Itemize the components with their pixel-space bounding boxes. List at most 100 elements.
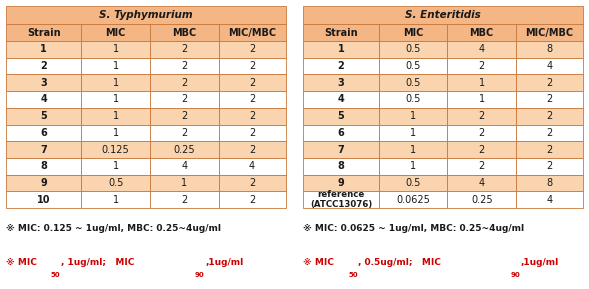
Text: MIC/MBC: MIC/MBC — [525, 28, 574, 38]
Bar — [516, 58, 583, 74]
Text: 4: 4 — [249, 161, 255, 171]
Text: 3: 3 — [337, 78, 345, 88]
Bar — [448, 58, 516, 74]
Text: 2: 2 — [547, 144, 552, 155]
Text: 2: 2 — [479, 128, 485, 138]
Text: 6: 6 — [40, 128, 47, 138]
Text: 2: 2 — [40, 61, 47, 71]
Bar — [81, 74, 150, 91]
Text: 50: 50 — [51, 272, 60, 278]
Text: 8: 8 — [40, 161, 47, 171]
Bar — [303, 6, 583, 24]
Text: ※ MIC: ※ MIC — [303, 258, 334, 267]
Bar — [81, 158, 150, 175]
Bar — [219, 24, 286, 41]
Text: MIC/MBC: MIC/MBC — [228, 28, 276, 38]
Bar — [516, 91, 583, 108]
Text: 2: 2 — [249, 111, 255, 121]
Text: 1: 1 — [112, 61, 119, 71]
Text: 2: 2 — [181, 111, 187, 121]
Bar — [516, 74, 583, 91]
Bar — [81, 175, 150, 191]
Bar — [6, 58, 81, 74]
Bar — [448, 125, 516, 141]
Text: 0.5: 0.5 — [405, 78, 421, 88]
Text: 2: 2 — [479, 111, 485, 121]
Bar — [303, 125, 379, 141]
Bar — [379, 141, 448, 158]
Text: MBC: MBC — [172, 28, 196, 38]
Text: 4: 4 — [40, 95, 47, 104]
Text: 4: 4 — [547, 195, 552, 205]
Text: 4: 4 — [181, 161, 187, 171]
Bar — [150, 24, 219, 41]
Bar — [81, 141, 150, 158]
Bar — [6, 24, 81, 41]
Text: , 1ug/ml;   MIC: , 1ug/ml; MIC — [61, 258, 134, 267]
Bar — [303, 24, 379, 41]
Text: 4: 4 — [337, 95, 345, 104]
Bar — [150, 175, 219, 191]
Bar — [303, 41, 379, 58]
Bar — [219, 141, 286, 158]
Text: 4: 4 — [479, 44, 485, 54]
Bar — [6, 141, 81, 158]
Bar — [150, 74, 219, 91]
Text: 2: 2 — [547, 128, 552, 138]
Text: S. Enteritidis: S. Enteritidis — [405, 10, 481, 20]
Bar — [81, 125, 150, 141]
Bar — [303, 91, 379, 108]
Text: 2: 2 — [181, 195, 187, 205]
Bar — [6, 6, 286, 24]
Bar — [150, 125, 219, 141]
Text: reference
(ATCC13076): reference (ATCC13076) — [310, 190, 372, 209]
Text: 2: 2 — [181, 44, 187, 54]
Text: S. Typhymurium: S. Typhymurium — [99, 10, 193, 20]
Text: 6: 6 — [337, 128, 345, 138]
Text: 4: 4 — [479, 178, 485, 188]
Bar — [150, 141, 219, 158]
Bar — [81, 24, 150, 41]
Bar — [448, 24, 516, 41]
Text: 1: 1 — [112, 161, 119, 171]
Bar — [150, 191, 219, 208]
Text: 1: 1 — [410, 144, 416, 155]
Text: 0.5: 0.5 — [405, 95, 421, 104]
Text: 1: 1 — [479, 78, 485, 88]
Bar — [6, 91, 81, 108]
Bar — [150, 91, 219, 108]
Bar — [448, 158, 516, 175]
Text: MBC: MBC — [469, 28, 494, 38]
Bar — [150, 41, 219, 58]
Text: 2: 2 — [547, 95, 552, 104]
Bar — [81, 108, 150, 125]
Text: 2: 2 — [547, 161, 552, 171]
Bar — [379, 24, 448, 41]
Bar — [219, 175, 286, 191]
Text: 8: 8 — [547, 44, 552, 54]
Text: 0.5: 0.5 — [405, 61, 421, 71]
Text: 2: 2 — [249, 61, 255, 71]
Bar — [379, 191, 448, 208]
Bar — [516, 41, 583, 58]
Text: 1: 1 — [479, 95, 485, 104]
Bar — [219, 158, 286, 175]
Bar — [516, 108, 583, 125]
Text: 0.5: 0.5 — [405, 44, 421, 54]
Text: ,1ug/ml: ,1ug/ml — [521, 258, 559, 267]
Text: 2: 2 — [181, 61, 187, 71]
Bar — [448, 191, 516, 208]
Bar — [81, 91, 150, 108]
Bar — [150, 158, 219, 175]
Text: 9: 9 — [337, 178, 345, 188]
Text: 0.5: 0.5 — [405, 178, 421, 188]
Bar — [303, 191, 379, 208]
Text: 1: 1 — [112, 95, 119, 104]
Bar — [379, 175, 448, 191]
Text: 8: 8 — [547, 178, 552, 188]
Bar — [81, 41, 150, 58]
Bar — [516, 191, 583, 208]
Bar — [303, 108, 379, 125]
Text: MIC: MIC — [105, 28, 126, 38]
Text: 2: 2 — [479, 144, 485, 155]
